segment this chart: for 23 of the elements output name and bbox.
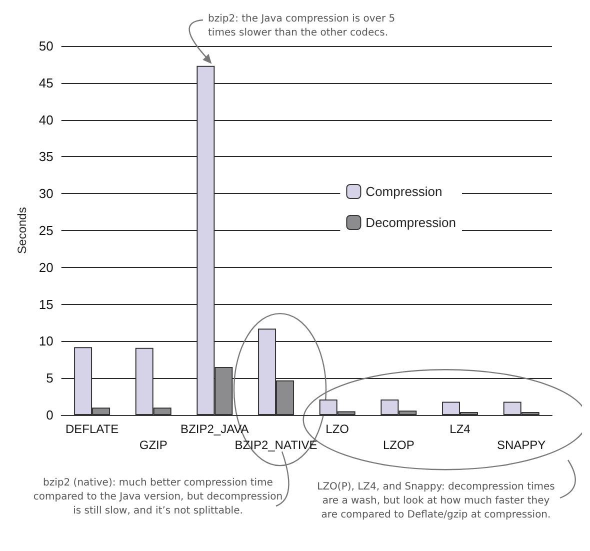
legend-label: Decompression [366, 215, 456, 230]
y-axis-title: Seconds [15, 207, 29, 254]
y-tick-label: 5 [46, 370, 54, 386]
legend-label: Compression [366, 184, 442, 199]
x-tick-label: LZ4 [450, 422, 471, 436]
y-tick-label: 15 [38, 296, 54, 312]
x-tick-label: SNAPPY [496, 438, 546, 452]
y-tick-label: 10 [38, 334, 54, 349]
text: LZO(P), LZ4, and Snappy: decompression times are a wash, but look at how much faster they are compared to Deflate/gzip at compression. [317, 482, 555, 520]
y-tick-label: 30 [38, 186, 54, 202]
x-tick-label: DEFLATE [65, 422, 119, 436]
y-tick-label: 35 [38, 149, 54, 164]
y-tick-label: 45 [38, 75, 54, 90]
x-tick-label: LZO [326, 422, 350, 436]
y-tick-label: 50 [38, 38, 54, 54]
y-tick-label: 0 [46, 408, 54, 422]
annotation: bzip2: the Java compression is over 5 times slower than the other codecs. [208, 14, 396, 38]
y-tick-label: 20 [38, 260, 54, 275]
y-tick-label: 40 [38, 112, 54, 128]
x-tick-label: GZIP [139, 438, 168, 452]
y-tick-label: 25 [38, 223, 54, 238]
x-tick-label: LZOP [383, 438, 414, 452]
text: bzip2 (native): much better compression time compared to the Java version, but decompression is still slow, and it’s not splittable. [33, 478, 283, 516]
